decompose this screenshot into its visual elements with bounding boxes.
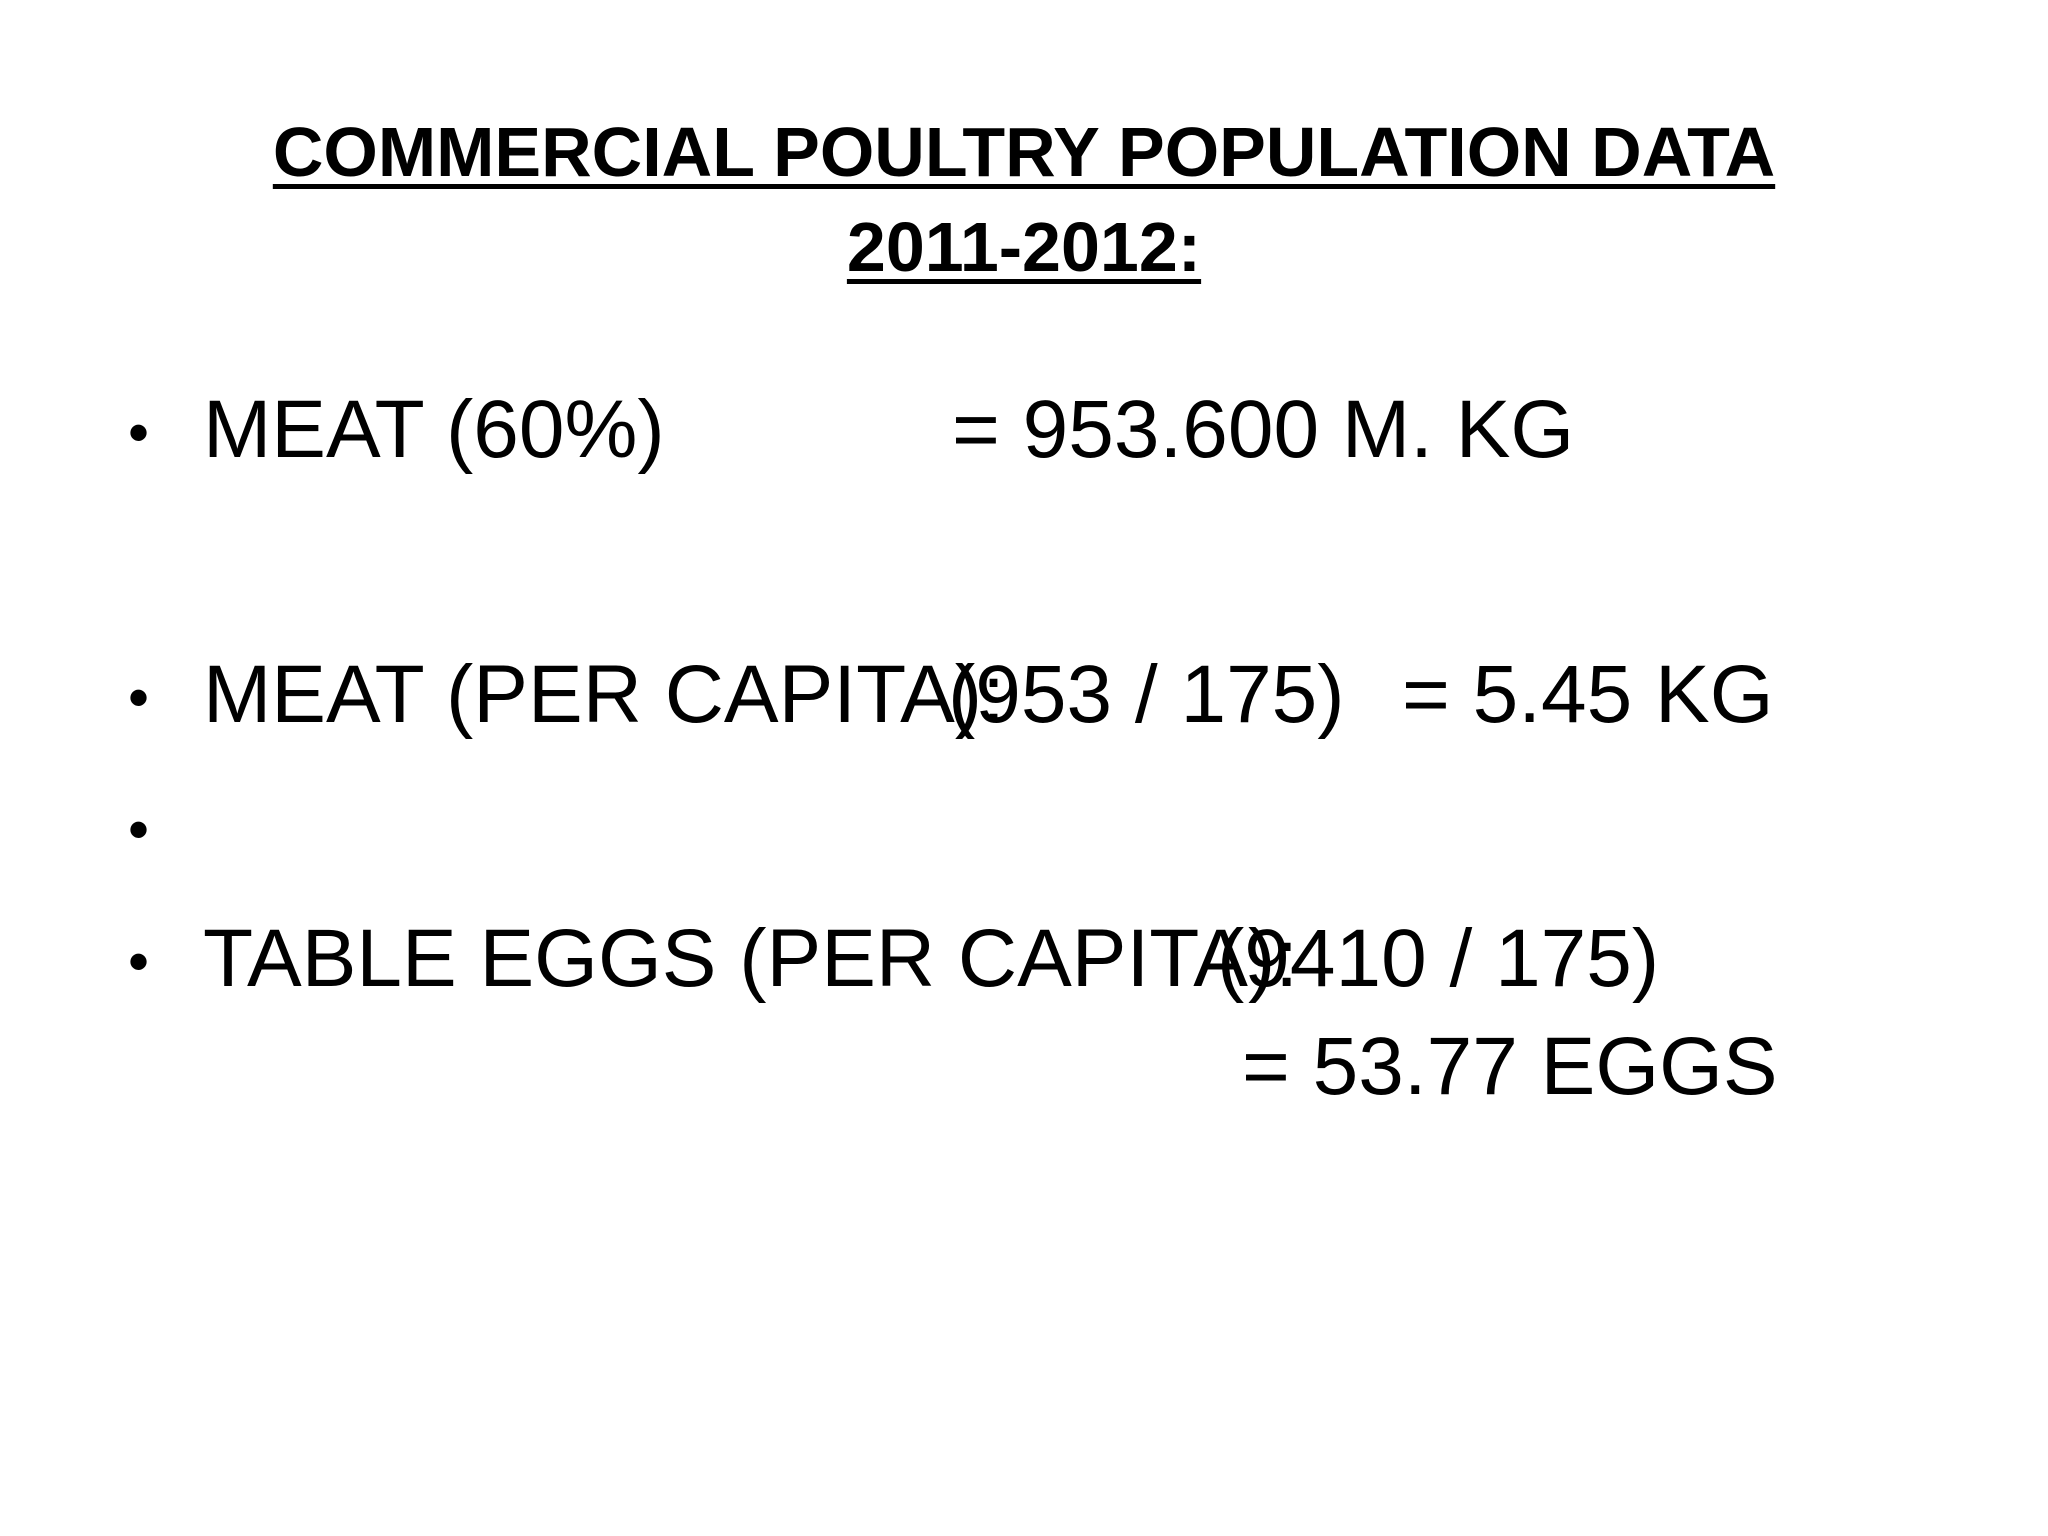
title-line-1: COMMERCIAL POULTRY POPULATION DATA — [272, 113, 1776, 191]
item-meat-per-capita-formula: (953 / 175) — [948, 649, 1345, 740]
bullet-icon: • — [128, 664, 150, 731]
slide-title: COMMERCIAL POULTRY POPULATION DATA 2011-… — [0, 105, 2048, 295]
bullet-icon: • — [128, 928, 150, 995]
title-line-2: 2011-2012: — [846, 208, 1202, 286]
item-meat-value: = 953.600 M. KG — [952, 384, 1575, 475]
bullet-icon: • — [128, 796, 150, 863]
item-meat-per-capita-value: = 5.45 KG — [1402, 649, 1774, 740]
item-meat-label: MEAT (60%) — [203, 384, 665, 475]
item-eggs-formula: (9410 / 175) — [1217, 913, 1660, 1004]
bullet-icon: • — [128, 399, 150, 466]
item-meat-per-capita-label: MEAT (PER CAPITA): — [203, 649, 1005, 740]
item-eggs-label: TABLE EGGS (PER CAPITA): — [203, 913, 1299, 1004]
item-eggs-value: = 53.77 EGGS — [1242, 1021, 1778, 1112]
